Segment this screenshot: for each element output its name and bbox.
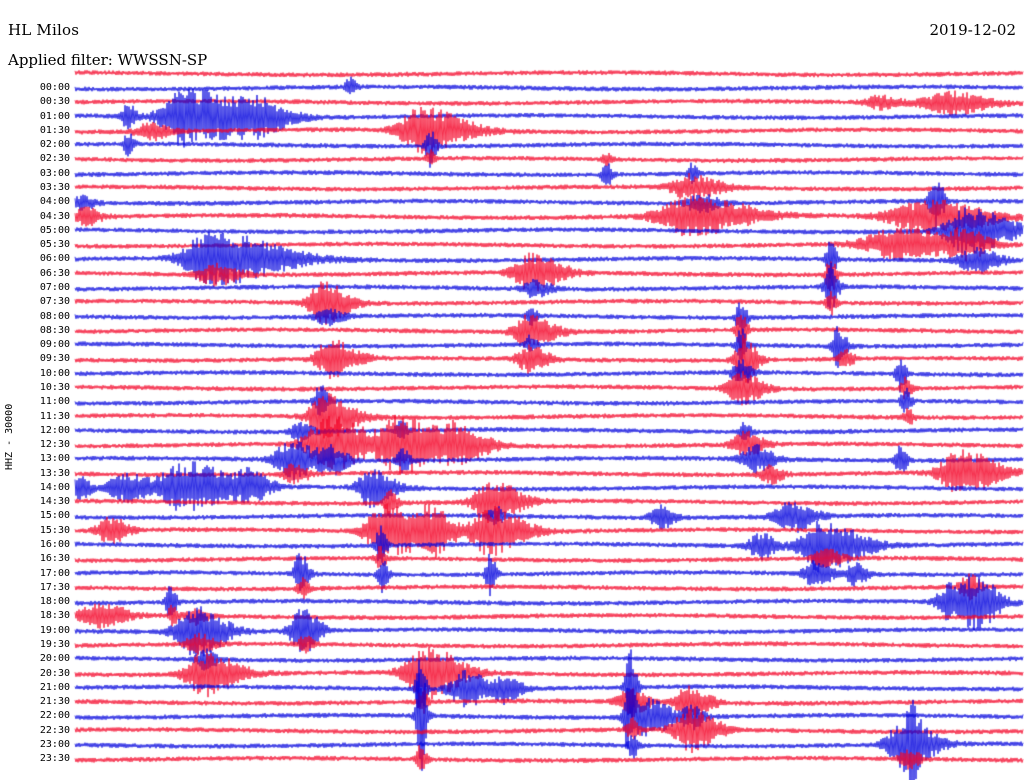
time-label: 04:30 [39,210,70,222]
time-label: 14:30 [39,496,70,508]
time-label: 09:00 [39,339,70,351]
time-label: 12:00 [39,424,70,436]
filter-label: Applied filter: WWSSN-SP [8,51,208,69]
time-label: 15:00 [39,510,70,522]
time-label: 09:30 [39,353,70,365]
time-label: 03:30 [39,181,70,193]
time-label: 13:30 [39,467,70,479]
time-label: 22:00 [39,710,70,722]
time-label: 03:00 [39,167,70,179]
time-label: 18:30 [39,610,70,622]
time-label: 22:30 [39,724,70,736]
time-label: 20:00 [39,653,70,665]
time-label: 07:00 [39,281,70,293]
time-label: 06:00 [39,253,70,265]
station-title: HL Milos [8,21,80,39]
time-label: 12:30 [39,439,70,451]
time-label: 15:30 [39,524,70,536]
time-label: 13:00 [39,453,70,465]
time-label: 11:00 [39,396,70,408]
time-label: 23:30 [39,753,70,765]
time-label: 02:00 [39,139,70,151]
time-label: 17:00 [39,567,70,579]
time-label: 00:30 [39,96,70,108]
time-label: 10:00 [39,367,70,379]
time-label: 00:00 [39,82,70,93]
time-label: 18:00 [39,596,70,608]
time-label: 16:00 [39,539,70,551]
time-label: 19:30 [39,639,70,651]
time-label: 17:30 [39,581,70,593]
time-label: 11:30 [39,410,70,422]
time-label: 07:30 [39,296,70,308]
time-label: 08:00 [39,310,70,322]
time-label: 23:00 [39,739,70,751]
time-label: 01:30 [39,124,70,136]
time-label: 20:30 [39,667,70,679]
date-label: 2019-12-02 [929,21,1016,39]
time-label: 16:30 [39,553,70,565]
time-label: 10:30 [39,381,70,393]
time-label: 05:30 [39,239,70,251]
time-label: 02:30 [39,153,70,165]
y-axis-scale-label: HHZ - 30000 [4,403,15,470]
time-label: 01:00 [39,110,70,122]
time-label: 05:00 [39,224,70,236]
time-label: 14:00 [39,481,70,493]
time-label: 06:30 [39,267,70,279]
time-label: 21:30 [39,696,70,708]
time-label: 21:00 [39,681,70,693]
time-label: 04:00 [39,196,70,208]
time-label: 08:30 [39,324,70,336]
time-label: 19:00 [39,624,70,636]
